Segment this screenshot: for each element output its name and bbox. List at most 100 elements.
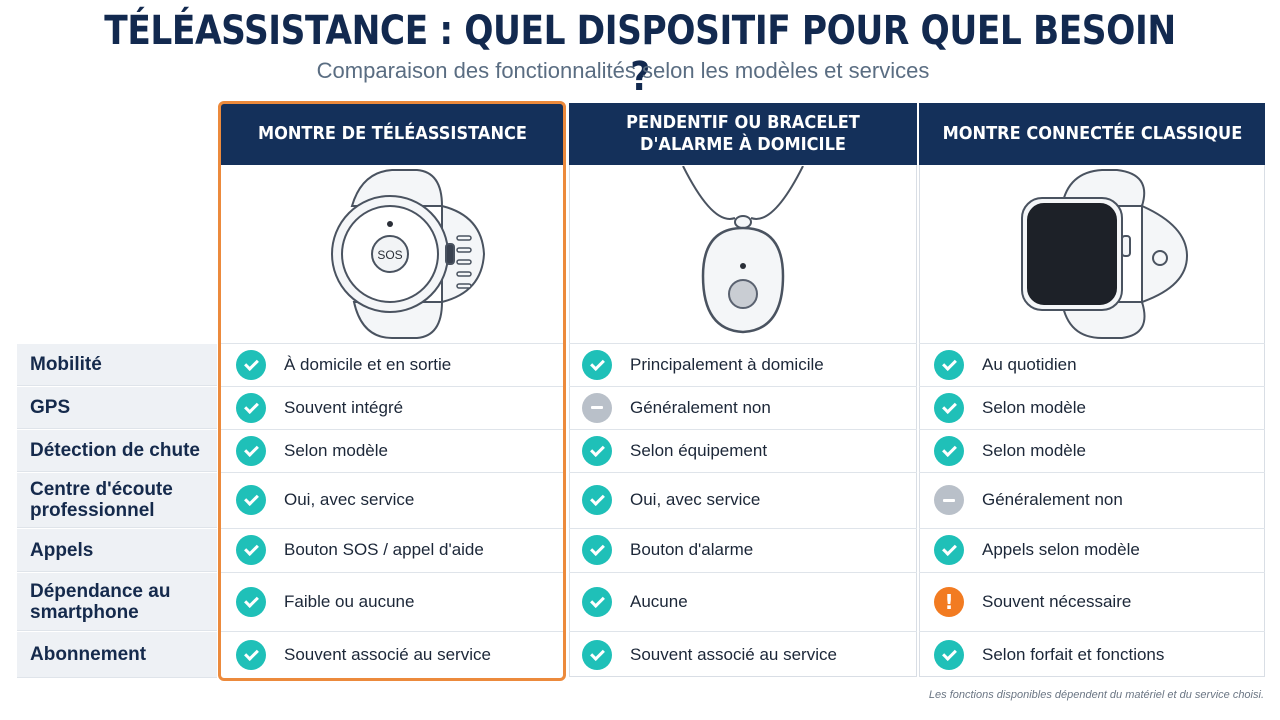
cell-divider (919, 472, 1265, 473)
comparison-cell: Selon équipement (582, 429, 917, 472)
check-icon (236, 349, 266, 380)
cell-text: Généralement non (982, 490, 1123, 509)
comparison-cell: Appels selon modèle (934, 528, 1265, 572)
sos-watch-icon: SOS (221, 165, 563, 343)
page-title: TÉLÉASSISTANCE : QUEL DISPOSITIF POUR QU… (104, 8, 1176, 100)
check-icon (236, 586, 266, 617)
cell-divider (569, 386, 917, 387)
comparison-cell: Aucune (582, 572, 917, 631)
check-icon (934, 435, 964, 466)
comparison-cell: Généralement non (934, 472, 1265, 528)
check-icon (582, 349, 612, 380)
check-icon (582, 485, 612, 515)
comparison-cell: Bouton SOS / appel d'aide (236, 528, 563, 572)
cell-divider (221, 429, 563, 430)
comparison-cell: Selon modèle (934, 429, 1265, 472)
cell-divider (221, 528, 563, 529)
cell-text: Au quotidien (982, 354, 1077, 374)
column-header-teleassistance-watch: MONTRE DE TÉLÉASSISTANCE (221, 103, 563, 165)
comparison-cell: Selon modèle (236, 429, 563, 472)
check-icon (934, 639, 964, 670)
column-body-pendant (569, 103, 917, 677)
comparison-cell: À domicile et en sortie (236, 343, 563, 386)
cell-divider (919, 343, 1265, 344)
cell-divider (569, 528, 917, 529)
row-label: Dépendance au smartphone (17, 572, 217, 631)
check-icon (236, 435, 266, 466)
comparison-cell: Au quotidien (934, 343, 1265, 386)
highlighted-column-frame (218, 101, 566, 681)
cell-divider (221, 631, 563, 632)
comparison-cell: Bouton d'alarme (582, 528, 917, 572)
row-label: GPS (17, 386, 217, 429)
check-icon (582, 586, 612, 617)
cell-divider (569, 472, 917, 473)
comparison-cell: Généralement non (582, 386, 917, 429)
cell-text: Généralement non (630, 397, 771, 417)
check-icon (236, 535, 266, 565)
cell-divider (569, 631, 917, 632)
comparison-cell: Selon forfait et fonctions (934, 631, 1265, 678)
comparison-cell: Souvent associé au service (236, 631, 563, 678)
comparison-cell: Faible ou aucune (236, 572, 563, 631)
cell-divider (221, 386, 563, 387)
cell-divider (919, 572, 1265, 573)
cell-divider (919, 386, 1265, 387)
cell-divider (221, 572, 563, 573)
cell-text: Selon modèle (284, 440, 388, 460)
minus-icon (582, 392, 612, 423)
smartwatch-icon (919, 165, 1265, 343)
minus-icon (934, 485, 964, 515)
comparison-cell: Souvent intégré (236, 386, 563, 429)
comparison-cell: Souvent associé au service (582, 631, 917, 678)
row-label: Centre d'écoute professionnel (17, 472, 217, 528)
comparison-cell: Principalement à domicile (582, 343, 917, 386)
row-label: Détection de chute (17, 429, 217, 472)
footnote: Les fonctions disponibles dépendent du m… (928, 689, 1264, 701)
row-label: Appels (17, 528, 217, 572)
row-label: Mobilité (17, 343, 217, 386)
cell-text: Souvent associé au service (630, 644, 837, 664)
cell-divider (569, 572, 917, 573)
cell-text: Oui, avec service (630, 490, 761, 509)
cell-text: Souvent associé au service (284, 644, 491, 664)
cell-divider (919, 631, 1265, 632)
comparison-cell: Oui, avec service (582, 472, 917, 528)
cell-text: À domicile et en sortie (284, 354, 452, 374)
cell-text: Selon équipement (630, 440, 768, 460)
check-icon (934, 392, 964, 423)
comparison-cell: Oui, avec service (236, 472, 563, 528)
comparison-cell: ! Souvent nécessaire (934, 572, 1265, 631)
cell-text: Appels selon modèle (982, 540, 1140, 559)
check-icon (582, 435, 612, 466)
cell-text: Souvent intégré (284, 397, 404, 417)
check-icon (582, 535, 612, 565)
cell-text: Bouton SOS / appel d'aide (284, 540, 484, 559)
cell-divider (919, 528, 1265, 529)
page-subtitle: Comparaison des fonctionnalités selon le… (316, 58, 930, 83)
cell-text: Oui, avec service (284, 490, 415, 509)
cell-text: Selon forfait et fonctions (982, 644, 1165, 664)
column-header-smartwatch: MONTRE CONNECTÉE CLASSIQUE (919, 103, 1265, 165)
cell-divider (569, 343, 917, 344)
check-icon (236, 639, 266, 670)
cell-text: Selon modèle (982, 397, 1086, 417)
cell-text: Souvent nécessaire (982, 591, 1132, 611)
check-icon (934, 349, 964, 380)
comparison-cell: Selon modèle (934, 386, 1265, 429)
cell-text: Aucune (630, 591, 688, 611)
cell-text: Selon modèle (982, 440, 1086, 460)
row-label: Abonnement (17, 631, 217, 678)
column-header-pendant: PENDENTIF OU BRACELET D'ALARME À DOMICIL… (569, 103, 917, 165)
cell-divider (221, 343, 563, 344)
cell-divider (569, 429, 917, 430)
cell-text: Faible ou aucune (284, 591, 415, 611)
alarm-pendant-icon (569, 165, 917, 343)
cell-divider (221, 472, 563, 473)
cell-divider (919, 429, 1265, 430)
cell-text: Principalement à domicile (630, 354, 824, 374)
cell-text: Bouton d'alarme (630, 540, 754, 559)
warning-icon: ! (934, 586, 964, 617)
check-icon (236, 392, 266, 423)
sos-button-label: SOS (377, 248, 402, 262)
